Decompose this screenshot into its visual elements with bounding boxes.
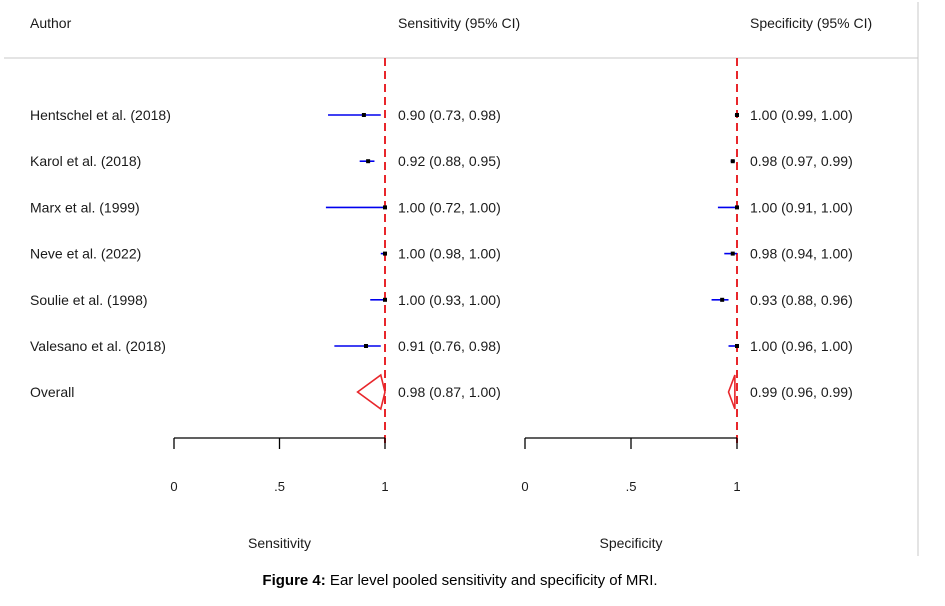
point-estimate-sensitivity: [383, 297, 387, 302]
ci-label-specificity: 1.00 (0.96, 1.00): [750, 338, 853, 354]
x-axis-tick-label-specificity: 1: [733, 479, 740, 494]
point-estimate-specificity: [730, 251, 735, 256]
point-estimate-sensitivity: [361, 113, 366, 117]
ci-label-sensitivity: 1.00 (0.72, 1.00): [398, 199, 501, 215]
point-estimate-specificity: [735, 113, 739, 117]
x-axis-tick-label-specificity: 0: [521, 479, 528, 494]
point-estimate-sensitivity: [366, 159, 371, 164]
figure-caption-label: Figure 4:: [262, 572, 326, 589]
x-axis-tick-label-sensitivity: 0: [170, 479, 177, 494]
figure-caption: Figure 4: Ear level pooled sensitivity a…: [0, 572, 920, 589]
study-author: Neve et al. (2022): [30, 246, 141, 262]
study-author: Karol et al. (2018): [30, 153, 141, 169]
ci-label-sensitivity: 1.00 (0.93, 1.00): [398, 292, 501, 308]
overall-diamond-sensitivity: [356, 373, 386, 411]
point-estimate-specificity: [735, 344, 739, 348]
study-author: Valesano et al. (2018): [30, 338, 166, 354]
point-estimate-specificity: [720, 297, 725, 302]
ci-label-specificity: 1.00 (0.99, 1.00): [750, 107, 853, 123]
ci-label-sensitivity: 0.90 (0.73, 0.98): [398, 107, 501, 123]
header-sensitivity: Sensitivity (95% CI): [398, 15, 520, 31]
study-author: Soulie et al. (1998): [30, 292, 148, 308]
header-author: Author: [30, 15, 72, 31]
overall-ci-label-sensitivity: 0.98 (0.87, 1.00): [398, 384, 501, 400]
ci-label-sensitivity: 1.00 (0.98, 1.00): [398, 246, 501, 262]
study-author: Marx et al. (1999): [30, 199, 140, 215]
ci-label-sensitivity: 0.91 (0.76, 0.98): [398, 338, 501, 354]
overall-diamond-specificity: [727, 374, 736, 410]
overall-ci-label-specificity: 0.99 (0.96, 0.99): [750, 384, 853, 400]
x-axis-title-sensitivity: Sensitivity: [248, 535, 311, 551]
x-axis-tick-label-specificity: .5: [626, 479, 637, 494]
x-axis-title-specificity: Specificity: [599, 535, 662, 551]
forest-plot: Author Sensitivity (95% CI) Specificity (9…: [4, 2, 919, 556]
ci-label-sensitivity: 0.92 (0.88, 0.95): [398, 153, 501, 169]
point-estimate-sensitivity: [383, 251, 387, 256]
header-specificity: Specificity (95% CI): [750, 15, 872, 31]
ci-label-specificity: 0.98 (0.97, 0.99): [750, 153, 853, 169]
x-axis-tick-label-sensitivity: 1: [381, 479, 388, 494]
point-estimate-sensitivity: [364, 344, 369, 348]
ci-label-specificity: 0.98 (0.94, 1.00): [750, 246, 853, 262]
point-estimate-specificity: [735, 205, 739, 210]
point-estimate-sensitivity: [383, 205, 387, 210]
figure-caption-text: Ear level pooled sensitivity and specifi…: [325, 572, 658, 589]
x-axis-tick-label-sensitivity: .5: [274, 479, 285, 494]
point-estimate-specificity: [730, 159, 735, 164]
ci-label-specificity: 0.93 (0.88, 0.96): [750, 292, 853, 308]
ci-label-specificity: 1.00 (0.91, 1.00): [750, 199, 853, 215]
overall-label: Overall: [30, 384, 74, 400]
study-author: Hentschel et al. (2018): [30, 107, 171, 123]
